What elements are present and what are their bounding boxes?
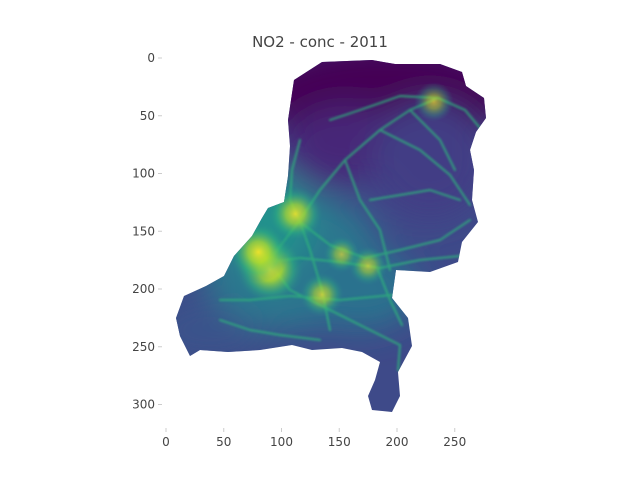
road bbox=[408, 108, 457, 172]
y-tick-label: 250 bbox=[132, 340, 155, 354]
y-tick-label: 300 bbox=[132, 398, 155, 412]
road bbox=[218, 318, 322, 342]
y-tick-label: 0 bbox=[147, 51, 155, 65]
y-axis: 0 50 100 150 200 250 300 bbox=[132, 51, 162, 412]
hotspot bbox=[414, 82, 454, 122]
concentration-field bbox=[176, 60, 486, 412]
x-tick-label: 200 bbox=[386, 435, 409, 449]
x-tick-label: 50 bbox=[216, 435, 231, 449]
x-tick-label: 150 bbox=[328, 435, 351, 449]
hotspot bbox=[267, 186, 323, 242]
road bbox=[343, 158, 392, 272]
x-tick-label: 100 bbox=[270, 435, 293, 449]
hotspot bbox=[299, 272, 345, 318]
x-tick-label: 0 bbox=[162, 435, 170, 449]
road bbox=[376, 268, 404, 327]
x-axis: 0 50 100 150 200 250 bbox=[162, 428, 466, 449]
road bbox=[368, 188, 462, 202]
y-tick-label: 200 bbox=[132, 282, 155, 296]
chart-title: NO2 - conc - 2011 bbox=[252, 33, 388, 51]
y-tick-label: 100 bbox=[132, 167, 155, 181]
x-tick-label: 250 bbox=[443, 435, 466, 449]
y-tick-label: 50 bbox=[140, 109, 155, 123]
hotspot bbox=[323, 235, 360, 273]
y-tick-label: 150 bbox=[132, 224, 155, 238]
road bbox=[378, 128, 472, 207]
